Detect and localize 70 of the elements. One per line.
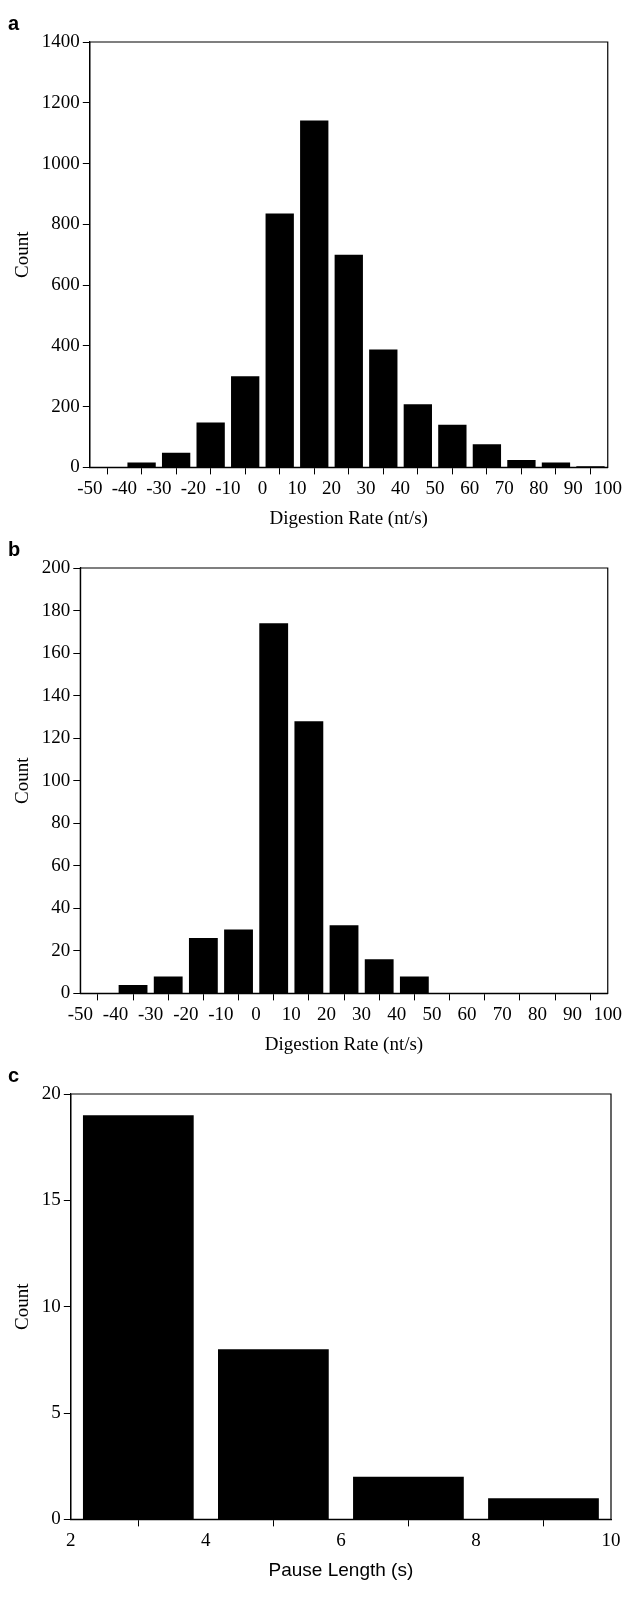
x-tick-label: 0 xyxy=(257,476,268,498)
y-tick-label: 200 xyxy=(51,394,80,416)
x-tick-label: 6 xyxy=(336,1528,346,1550)
x-tick-label: 60 xyxy=(460,476,480,498)
x-tick-label: 90 xyxy=(563,476,583,498)
x-tick-label: -20 xyxy=(173,1002,199,1024)
y-tick-label: 800 xyxy=(51,212,80,234)
y-tick-label: 600 xyxy=(51,273,80,295)
x-tick-label: -50 xyxy=(67,1002,93,1024)
x-tick-label: 40 xyxy=(387,1002,407,1024)
x-tick-label: -10 xyxy=(215,476,241,498)
x-tick-label: -40 xyxy=(102,1002,129,1024)
x-tick-label: 50 xyxy=(425,476,445,498)
x-tick-label: 100 xyxy=(593,1002,622,1024)
y-tick-label: 15 xyxy=(41,1188,61,1210)
y-tick-label: 0 xyxy=(51,1507,61,1529)
x-tick-label: 30 xyxy=(352,1002,372,1024)
y-tick-label: 140 xyxy=(41,683,71,705)
y-axis-title: Count xyxy=(11,756,33,804)
x-tick-label: 10 xyxy=(601,1528,621,1550)
x-tick-label: 2 xyxy=(66,1528,76,1550)
y-tick-label: 160 xyxy=(41,641,71,663)
y-tick-label: 40 xyxy=(51,896,71,918)
y-tick-label: 80 xyxy=(51,811,71,833)
x-tick-label: 30 xyxy=(356,476,376,498)
x-tick-label: 80 xyxy=(527,1002,547,1024)
x-tick-label: 80 xyxy=(529,476,549,498)
x-tick-label: -30 xyxy=(146,476,172,498)
x-axis-title: Digestion Rate (nt/s) xyxy=(269,506,428,529)
y-tick-label: 60 xyxy=(51,853,71,875)
y-tick-label: 0 xyxy=(70,455,80,477)
y-tick-label: 20 xyxy=(41,1081,61,1103)
y-tick-label: 1000 xyxy=(41,151,80,173)
y-tick-label: 120 xyxy=(41,726,71,748)
y-axis-title: Count xyxy=(11,1282,33,1330)
x-tick-label: -20 xyxy=(180,476,207,498)
x-tick-label: -30 xyxy=(137,1002,164,1024)
x-tick-label: -10 xyxy=(208,1002,234,1024)
y-tick-label: 5 xyxy=(51,1401,61,1423)
chart-title: c xyxy=(8,1063,20,1086)
x-tick-label: 70 xyxy=(494,476,514,498)
x-tick-label: 50 xyxy=(422,1002,442,1024)
y-tick-label: 180 xyxy=(41,598,71,620)
x-tick-label: 100 xyxy=(593,476,622,498)
x-tick-label: -50 xyxy=(77,476,103,498)
y-tick-label: 400 xyxy=(51,333,80,355)
x-tick-label: 40 xyxy=(391,476,411,498)
y-tick-label: 200 xyxy=(41,555,71,577)
x-tick-label: 90 xyxy=(563,1002,583,1024)
x-tick-label: 20 xyxy=(322,476,342,498)
y-tick-label: 10 xyxy=(41,1294,61,1316)
x-tick-label: 20 xyxy=(316,1002,336,1024)
y-tick-label: 20 xyxy=(51,938,71,960)
y-tick-label: 100 xyxy=(41,768,71,790)
x-tick-label: 70 xyxy=(492,1002,512,1024)
y-tick-label: 1200 xyxy=(41,90,80,112)
y-axis-title: Count xyxy=(11,230,33,278)
x-axis-title: Digestion Rate (nt/s) xyxy=(264,1032,424,1055)
chart-title: b xyxy=(8,537,21,560)
x-tick-label: 0 xyxy=(251,1002,261,1024)
x-tick-label: -40 xyxy=(111,476,137,498)
x-tick-label: 60 xyxy=(457,1002,477,1024)
y-tick-label: 1400 xyxy=(41,29,80,51)
y-tick-label: 0 xyxy=(60,981,71,1003)
x-tick-label: 10 xyxy=(287,476,307,498)
x-tick-label: 4 xyxy=(201,1528,212,1550)
x-axis-title: Pause Length (s) xyxy=(268,1558,414,1580)
x-tick-label: 10 xyxy=(281,1002,301,1024)
x-tick-label: 8 xyxy=(471,1528,481,1550)
chart-title: a xyxy=(8,11,20,34)
